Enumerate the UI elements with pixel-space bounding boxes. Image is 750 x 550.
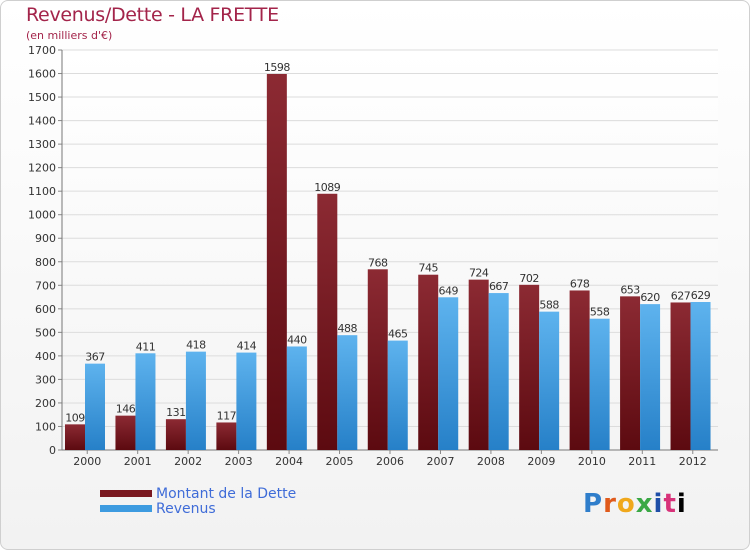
data-label-revenue: 418 — [186, 339, 206, 352]
y-tick-label: 500 — [35, 326, 56, 339]
bar-debt — [115, 415, 136, 450]
y-tick-label: 1100 — [28, 185, 56, 198]
bar-revenue — [690, 302, 711, 450]
legend: Montant de la Dette Revenus — [100, 485, 297, 517]
y-tick-label: 900 — [35, 232, 56, 245]
y-tick-label: 800 — [35, 256, 56, 269]
y-tick-label: 1300 — [28, 138, 56, 151]
y-tick-label: 1500 — [28, 91, 56, 104]
chart-subtitle: (en milliers d'€) — [26, 29, 113, 42]
bar-revenue — [539, 311, 560, 450]
bar-revenue — [286, 346, 307, 450]
x-tick-label: 2012 — [679, 455, 707, 468]
y-tick-label: 300 — [35, 373, 56, 386]
y-tick-label: 1000 — [28, 209, 56, 222]
bar-debt — [468, 279, 489, 450]
bar-debt — [670, 302, 691, 450]
bar-revenue — [488, 293, 509, 450]
bar-revenue — [640, 304, 661, 450]
bar-debt — [367, 269, 388, 450]
legend-item-revenue: Revenus — [100, 500, 296, 517]
data-label-debt: 117 — [217, 409, 237, 422]
data-label-debt: 653 — [620, 283, 640, 296]
x-tick-label: 2009 — [527, 455, 555, 468]
legend-swatch-revenue — [100, 505, 152, 512]
proxiti-logo: Proxiti — [583, 489, 687, 519]
y-tick-label: 0 — [49, 444, 56, 457]
y-tick-label: 1600 — [28, 68, 56, 81]
y-tick-label: 600 — [35, 303, 56, 316]
bar-debt — [569, 290, 590, 450]
y-tick-label: 200 — [35, 397, 56, 410]
data-label-revenue: 465 — [388, 328, 408, 341]
data-label-debt: 1598 — [264, 61, 290, 74]
data-label-revenue: 488 — [338, 322, 358, 335]
data-label-debt: 627 — [671, 289, 691, 302]
x-tick-label: 2008 — [477, 455, 505, 468]
x-tick-label: 2001 — [124, 455, 152, 468]
data-label-revenue: 558 — [590, 306, 610, 319]
legend-swatch-debt — [100, 490, 152, 497]
bar-debt — [216, 422, 237, 450]
y-tick-label: 1700 — [28, 44, 56, 57]
y-tick-label: 400 — [35, 350, 56, 363]
bar-debt — [620, 296, 641, 450]
bar-debt — [266, 74, 287, 450]
data-label-revenue: 629 — [691, 289, 711, 302]
y-tick-label: 1400 — [28, 115, 56, 128]
y-tick-label: 100 — [35, 420, 56, 433]
bar-revenue — [589, 318, 610, 450]
legend-label-debt: Montant de la Dette — [156, 485, 297, 502]
x-tick-label: 2005 — [326, 455, 354, 468]
bar-debt — [418, 274, 439, 450]
data-label-debt: 1089 — [314, 181, 340, 194]
data-label-revenue: 367 — [85, 351, 105, 364]
bar-debt — [165, 419, 186, 450]
data-label-debt: 146 — [116, 403, 136, 416]
data-label-revenue: 414 — [237, 340, 257, 353]
data-label-debt: 724 — [469, 267, 489, 280]
data-label-revenue: 649 — [438, 284, 458, 297]
x-tick-label: 2002 — [174, 455, 202, 468]
x-tick-label: 2006 — [376, 455, 404, 468]
bar-debt — [65, 424, 85, 450]
chart-title: Revenus/Dette - LA FRETTE — [26, 4, 279, 26]
data-label-debt: 131 — [166, 406, 186, 419]
data-label-revenue: 620 — [640, 291, 660, 304]
data-label-revenue: 667 — [489, 280, 509, 293]
data-label-debt: 702 — [519, 272, 539, 285]
data-label-debt: 768 — [368, 256, 388, 269]
x-tick-label: 2010 — [578, 455, 606, 468]
bar-revenue — [135, 353, 156, 450]
bar-revenue — [337, 335, 358, 450]
data-label-revenue: 411 — [136, 340, 156, 353]
data-label-revenue: 440 — [287, 333, 307, 346]
x-tick-label: 2003 — [225, 455, 253, 468]
legend-label-revenue: Revenus — [156, 500, 216, 517]
bar-revenue — [85, 363, 105, 450]
bar-revenue — [236, 352, 257, 450]
bar-revenue — [185, 351, 206, 450]
x-tick-label: 2007 — [426, 455, 454, 468]
y-tick-label: 1200 — [28, 162, 56, 175]
data-label-debt: 745 — [418, 262, 438, 275]
x-tick-label: 2004 — [275, 455, 303, 468]
bar-debt — [317, 193, 338, 450]
bar-revenue — [387, 340, 408, 450]
x-tick-label: 2000 — [73, 455, 101, 468]
x-tick-label: 2011 — [628, 455, 656, 468]
legend-item-debt: Montant de la Dette — [100, 485, 297, 502]
bar-revenue — [438, 297, 459, 450]
data-label-debt: 678 — [570, 277, 590, 290]
data-label-debt: 109 — [65, 411, 85, 424]
y-tick-label: 700 — [35, 279, 56, 292]
data-label-revenue: 588 — [539, 299, 559, 312]
bar-debt — [519, 284, 540, 450]
